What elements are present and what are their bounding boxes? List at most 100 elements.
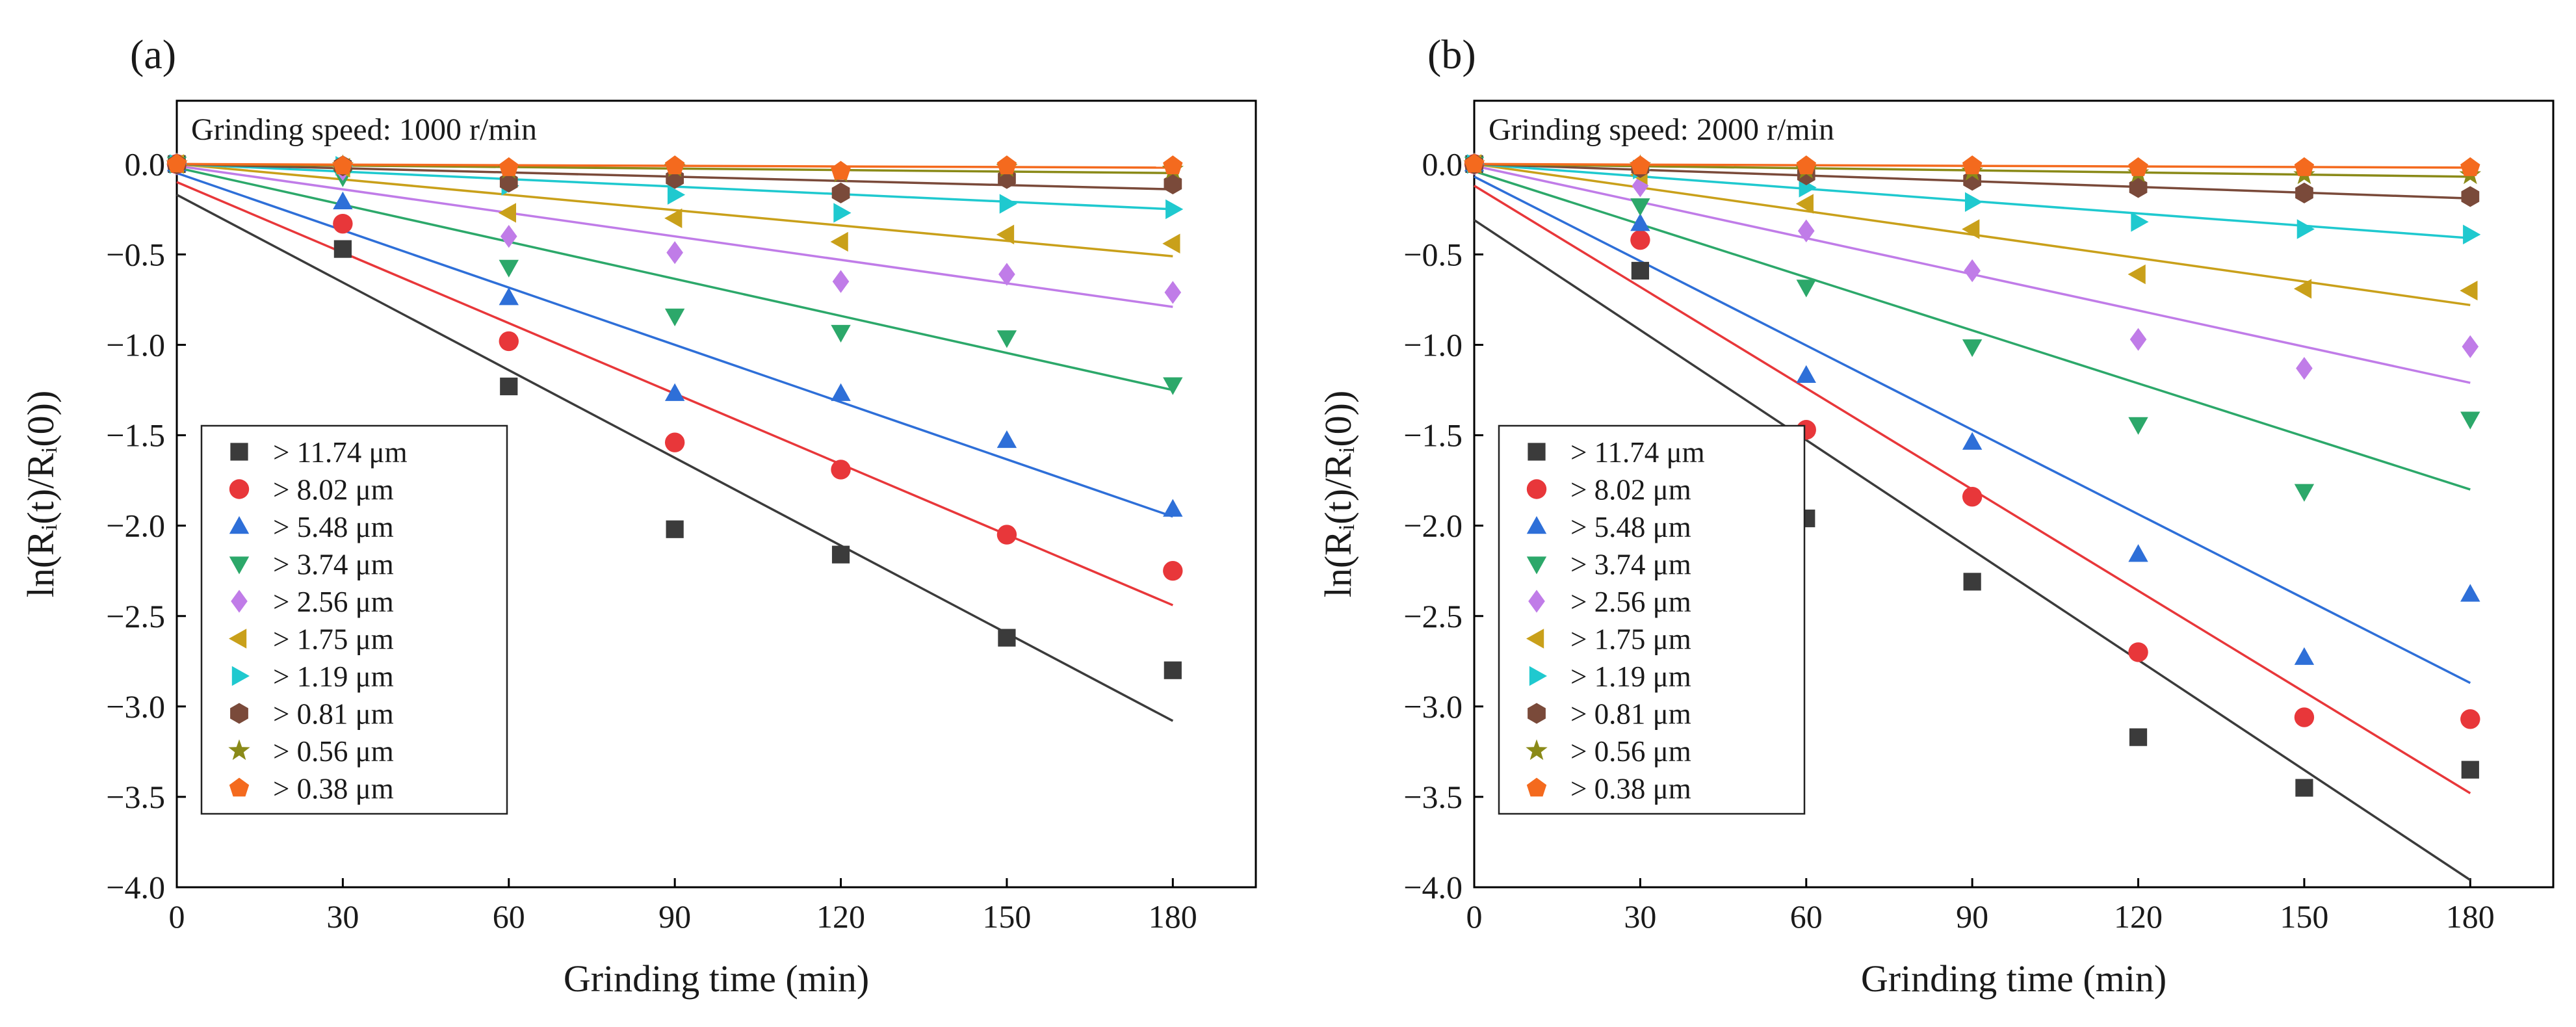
data-point	[999, 194, 1017, 214]
y-tick-label: −3.5	[106, 779, 165, 815]
fit-line	[1474, 176, 2471, 684]
y-tick-label: −1.0	[1403, 327, 1463, 363]
data-point	[499, 287, 519, 306]
legend-box	[1498, 424, 1806, 815]
legend-marker	[1526, 516, 1547, 534]
data-point	[2294, 647, 2315, 665]
y-tick-label: −2.0	[106, 508, 165, 544]
legend-marker	[228, 739, 250, 760]
legend-entry: > 5.48 μm	[1570, 511, 1691, 543]
y-tick-label: −4.0	[106, 869, 165, 905]
x-tick-label: 180	[2446, 898, 2495, 935]
data-point	[499, 157, 519, 176]
data-point	[1163, 561, 1183, 581]
legend-marker	[1526, 777, 1547, 797]
data-point	[998, 629, 1016, 647]
legend-marker	[1528, 703, 1546, 724]
legend-entry: > 0.38 μm	[273, 773, 394, 805]
data-point	[832, 270, 850, 293]
legend-marker	[231, 590, 248, 613]
legend-marker	[1526, 739, 1548, 760]
speed-annotation: Grinding speed: 2000 r/min	[1489, 112, 1834, 147]
data-point	[1164, 661, 1182, 679]
data-point	[664, 208, 683, 229]
data-point	[666, 241, 683, 265]
panel-b: 0 30 60 90 120 150 180 0.0 −0.5 −1.0 −1.5 −2.0 −2.5 −…	[1317, 31, 2555, 1000]
panel-label: (a)	[130, 31, 176, 77]
data-point	[1963, 573, 1981, 591]
data-point	[666, 520, 684, 538]
data-point	[830, 231, 848, 252]
data-point	[2293, 279, 2312, 299]
data-point	[664, 155, 685, 175]
data-point	[499, 259, 519, 278]
data-point	[1630, 155, 1650, 175]
data-point	[1464, 153, 1485, 173]
legend-entry: > 2.56 μm	[1570, 586, 1691, 618]
data-point	[2460, 157, 2480, 176]
data-point	[166, 153, 187, 173]
data-point	[1796, 365, 1816, 384]
y-tick-label: −1.5	[1403, 417, 1463, 454]
fit-line	[176, 166, 1173, 391]
data-point	[833, 203, 852, 223]
y-tick-label: −4.0	[1403, 869, 1463, 905]
data-point	[1163, 155, 1183, 175]
data-point	[1165, 199, 1184, 220]
data-point	[1964, 192, 1983, 212]
legend-marker	[229, 556, 250, 575]
legend-entry: > 2.56 μm	[273, 586, 394, 618]
plot-frame	[1473, 99, 2555, 889]
y-tick-label: 0.0	[1422, 146, 1463, 182]
y-tick-label: −1.5	[106, 417, 165, 454]
data-point	[996, 330, 1017, 348]
legend-marker	[230, 443, 248, 461]
legend-entry: > 0.56 μm	[273, 735, 394, 768]
x-tick-label: 0	[1466, 898, 1483, 935]
y-tick-label: −3.0	[1403, 688, 1463, 725]
data-point	[498, 203, 516, 223]
data-point	[996, 224, 1015, 245]
data-point	[2131, 212, 2149, 232]
data-point	[1163, 377, 1183, 395]
data-point	[831, 182, 850, 203]
legend-entry: > 11.74 μm	[1570, 436, 1705, 469]
data-point	[2462, 335, 2479, 358]
data-point	[1630, 198, 1650, 216]
legend-marker	[1526, 556, 1547, 575]
data-point	[333, 213, 353, 234]
y-tick-label: −2.5	[1403, 598, 1463, 634]
speed-annotation: Grinding speed: 1000 r/min	[191, 112, 537, 147]
data-point	[2294, 157, 2315, 176]
data-point	[831, 324, 851, 343]
data-point	[996, 525, 1017, 545]
legend-box	[200, 424, 508, 815]
data-point	[1630, 229, 1650, 250]
x-tick-label: 30	[326, 898, 359, 935]
legend-entry: > 0.81 μm	[273, 698, 394, 731]
legend-marker	[1528, 443, 1546, 461]
y-tick-label: −2.5	[106, 598, 165, 634]
x-tick-label: 150	[2280, 898, 2328, 935]
data-point	[333, 191, 353, 209]
legend-marker	[229, 777, 250, 797]
data-point	[664, 432, 685, 452]
data-point	[2128, 642, 2148, 662]
data-point	[831, 545, 850, 564]
data-point	[1631, 261, 1649, 280]
x-axis-title: Grinding time (min)	[564, 957, 869, 1000]
data-point	[1795, 194, 1814, 214]
x-tick-label: 120	[816, 898, 865, 935]
panel-a: 0 30 60 90 120 150 180 0.0 −0.5 −1.0 −1.5 −2.0 −2.5 −…	[20, 31, 1257, 1000]
legend-entry: > 1.19 μm	[273, 660, 394, 693]
data-point	[1796, 280, 1816, 298]
legend-marker	[231, 666, 250, 686]
legend-entry: > 3.74 μm	[273, 549, 394, 581]
data-point	[2294, 707, 2315, 727]
x-tick-label: 0	[169, 898, 185, 935]
data-point	[1964, 259, 1981, 283]
data-point	[2460, 411, 2480, 430]
x-axis-title: Grinding time (min)	[1861, 957, 2166, 1000]
data-point	[1162, 233, 1180, 254]
data-point	[1632, 174, 1649, 198]
